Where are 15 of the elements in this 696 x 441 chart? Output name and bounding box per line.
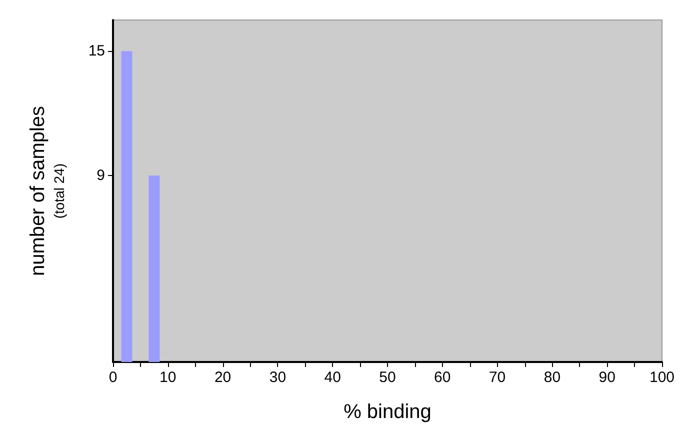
x-tick-label: 40 [324,369,341,386]
y-axis-title: number of samples (total 24) [27,106,67,276]
x-tick-label: 80 [544,369,561,386]
x-tick-label: 0 [108,369,118,386]
x-tick-label: 100 [649,369,675,386]
x-tick-label: 30 [269,369,286,386]
y-tick-label: 9 [96,166,105,184]
x-tick-label: 90 [598,369,616,386]
x-axis-title: % binding [344,401,432,423]
x-tick-label: 70 [488,369,506,386]
y-tick-label: 15 [88,42,105,60]
x-tick-label: 20 [214,369,232,386]
x-tick-label: 50 [379,369,396,386]
x-tick-label: 60 [434,369,451,386]
x-tick-label: 10 [160,369,176,386]
